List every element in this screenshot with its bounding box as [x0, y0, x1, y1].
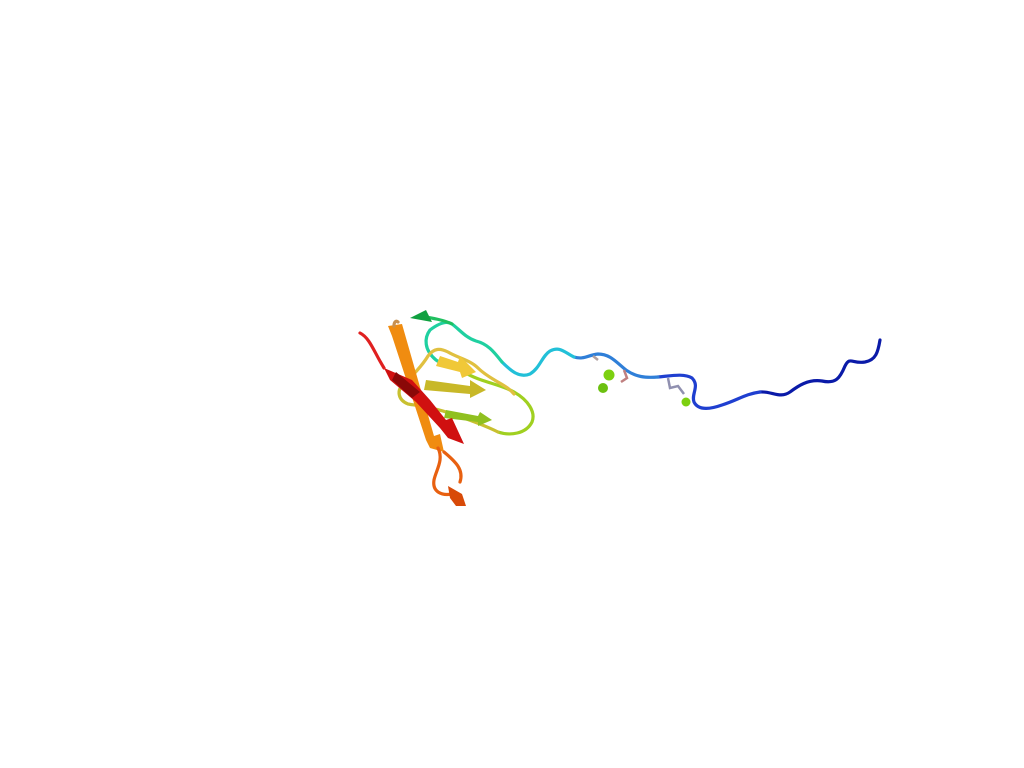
coil-blue-dark: [758, 338, 882, 397]
ion: [681, 397, 691, 407]
ion: [598, 383, 608, 393]
coil-orange: [432, 446, 463, 497]
strand-yellow: [436, 356, 476, 378]
ion: [603, 369, 615, 381]
stick: [666, 377, 685, 395]
strand-lime: [444, 410, 492, 426]
coil-yellow: [402, 347, 516, 396]
coil-red: [358, 331, 386, 370]
coil-tan: [392, 319, 400, 328]
strand-olive: [424, 380, 486, 398]
coil-cyan: [500, 347, 576, 377]
coil-blue: [656, 373, 762, 410]
coil-lime: [462, 370, 535, 436]
strand-dark-orange: [448, 486, 466, 506]
stick: [592, 355, 599, 361]
strand-green-tip: [410, 310, 432, 322]
strand-red-shadow: [392, 372, 420, 398]
coil-light-blue: [572, 352, 660, 379]
stick: [620, 369, 629, 384]
